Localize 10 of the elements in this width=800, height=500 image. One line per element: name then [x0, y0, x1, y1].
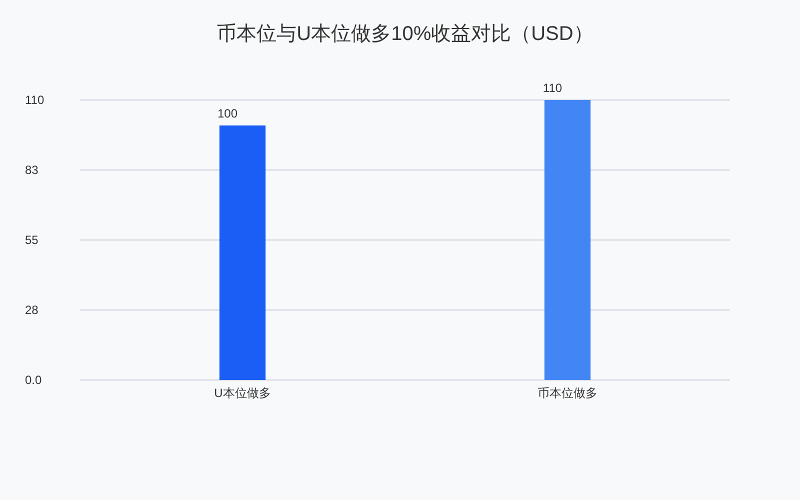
- y-tick-label: 83: [25, 163, 38, 177]
- title: 币本位与U本位做多10%收益对比（USD）: [216, 23, 594, 45]
- x-tick-label: 币本位做多: [538, 386, 598, 400]
- y-tick-label: 0.0: [25, 373, 42, 387]
- y-tick-label: 28: [25, 303, 38, 317]
- y-tick-label: 110: [25, 93, 44, 107]
- data-label: 100: [217, 106, 238, 120]
- y-tick-label: 55: [25, 233, 38, 247]
- data-label: 110: [542, 81, 562, 95]
- x-tick-label: U本位做多: [214, 386, 271, 400]
